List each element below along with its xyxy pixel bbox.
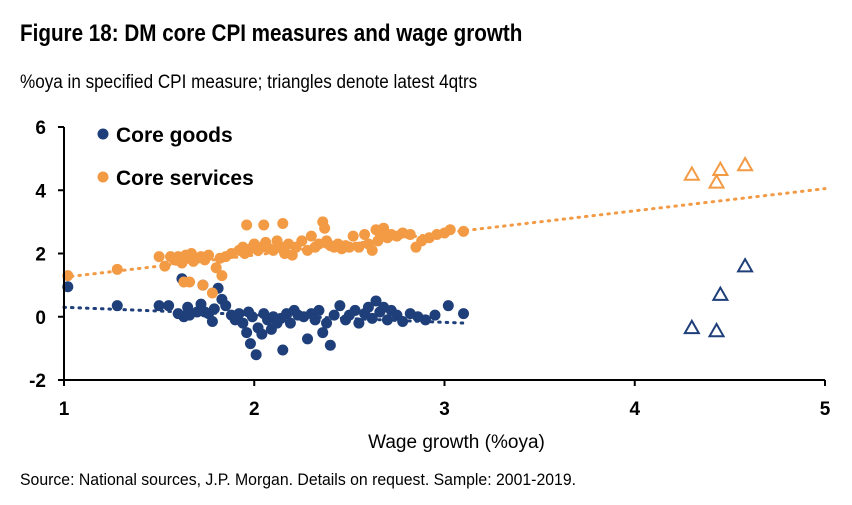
axes: [58, 126, 826, 386]
point-core-goods: [328, 309, 340, 321]
point-core-goods-latest-4qtrs: [707, 321, 726, 338]
point-core-goods: [244, 338, 256, 350]
point-core-goods: [62, 281, 74, 293]
point-core-services: [203, 249, 215, 261]
point-core-goods-latest-4qtrs: [711, 285, 730, 301]
x-axis-label: Wage growth (%oya): [368, 432, 545, 453]
legend-label-core-goods: Core goods: [116, 124, 233, 147]
point-core-goods: [163, 300, 175, 312]
x-tick-label: 2: [249, 399, 260, 420]
point-core-goods: [241, 327, 253, 339]
point-core-goods: [458, 308, 470, 320]
point-core-services-latest-4qtrs: [707, 173, 726, 189]
point-core-services: [353, 241, 365, 253]
point-core-services: [305, 230, 317, 242]
point-core-goods: [419, 314, 431, 326]
chart-subtitle: %oya in specified CPI measure; triangles…: [20, 72, 478, 93]
point-core-goods: [334, 300, 346, 312]
point-core-services: [62, 270, 74, 282]
point-core-services: [366, 244, 378, 256]
legend: Core goods Core services: [97, 124, 254, 190]
point-core-goods: [284, 317, 296, 329]
point-core-services: [206, 287, 218, 299]
point-core-goods: [317, 327, 329, 339]
point-core-goods: [313, 304, 325, 316]
legend-marker-core-services: [97, 171, 109, 183]
point-core-services: [444, 224, 456, 236]
point-core-services: [111, 263, 123, 275]
point-core-services: [359, 229, 371, 241]
y-tick-label: 0: [35, 308, 46, 329]
point-core-goods-latest-4qtrs: [683, 318, 701, 335]
x-tick-label: 1: [59, 399, 70, 420]
point-core-goods: [220, 300, 232, 312]
point-core-goods: [381, 314, 393, 326]
point-core-services: [159, 260, 171, 272]
point-core-services: [343, 241, 355, 253]
point-core-goods: [206, 315, 218, 327]
point-core-goods: [208, 303, 220, 315]
point-core-services-latest-4qtrs: [736, 155, 754, 172]
point-core-goods: [370, 295, 382, 307]
point-core-goods: [429, 309, 441, 321]
point-core-services-latest-4qtrs: [711, 160, 730, 176]
point-core-goods-latest-4qtrs: [736, 257, 754, 273]
point-core-goods: [233, 308, 245, 320]
point-core-services: [216, 270, 228, 282]
point-core-goods: [321, 317, 333, 329]
chart-title: Figure 18: DM core CPI measures and wage…: [20, 20, 523, 47]
legend-marker-core-goods: [97, 128, 109, 140]
point-core-goods: [237, 317, 249, 329]
point-core-services-latest-4qtrs: [683, 165, 701, 181]
point-core-goods: [397, 315, 409, 327]
point-core-services: [404, 229, 416, 241]
y-tick-label: 6: [35, 118, 46, 139]
point-core-services: [277, 217, 289, 229]
x-tick-label: 5: [820, 399, 831, 420]
point-core-services: [296, 235, 308, 247]
point-core-goods: [277, 344, 289, 356]
data-points: [62, 155, 754, 361]
point-core-goods: [366, 312, 378, 324]
point-core-goods: [362, 301, 374, 313]
trendline-core-goods: [62, 305, 466, 325]
point-core-services: [258, 219, 270, 231]
tick-labels: 6 4 2 0 -2 1 2 3 4 5: [29, 118, 831, 420]
point-core-goods: [111, 300, 123, 312]
point-core-goods: [153, 300, 165, 312]
y-tick-label: 4: [35, 181, 46, 202]
point-core-services: [319, 222, 331, 234]
point-core-services: [241, 219, 253, 231]
point-core-services: [378, 222, 390, 234]
x-tick-label: 4: [629, 399, 640, 420]
point-core-services: [184, 276, 196, 288]
y-tick-label: 2: [35, 245, 46, 266]
source-note: Source: National sources, J.P. Morgan. D…: [20, 470, 577, 489]
point-core-services: [153, 251, 165, 263]
point-core-goods: [349, 304, 361, 316]
point-core-goods: [324, 339, 336, 351]
legend-label-core-services: Core services: [116, 167, 254, 190]
point-core-goods: [246, 311, 258, 323]
point-core-goods: [250, 349, 262, 361]
x-tick-label: 3: [439, 399, 450, 420]
point-core-goods: [309, 314, 321, 326]
point-core-services: [210, 262, 222, 274]
point-core-services: [458, 225, 470, 237]
point-core-services: [197, 279, 209, 291]
point-core-goods: [353, 317, 365, 329]
point-core-goods: [442, 300, 454, 312]
point-core-goods: [256, 328, 268, 340]
point-core-services: [347, 230, 359, 242]
y-tick-label: -2: [29, 371, 46, 392]
point-core-goods: [302, 333, 314, 345]
